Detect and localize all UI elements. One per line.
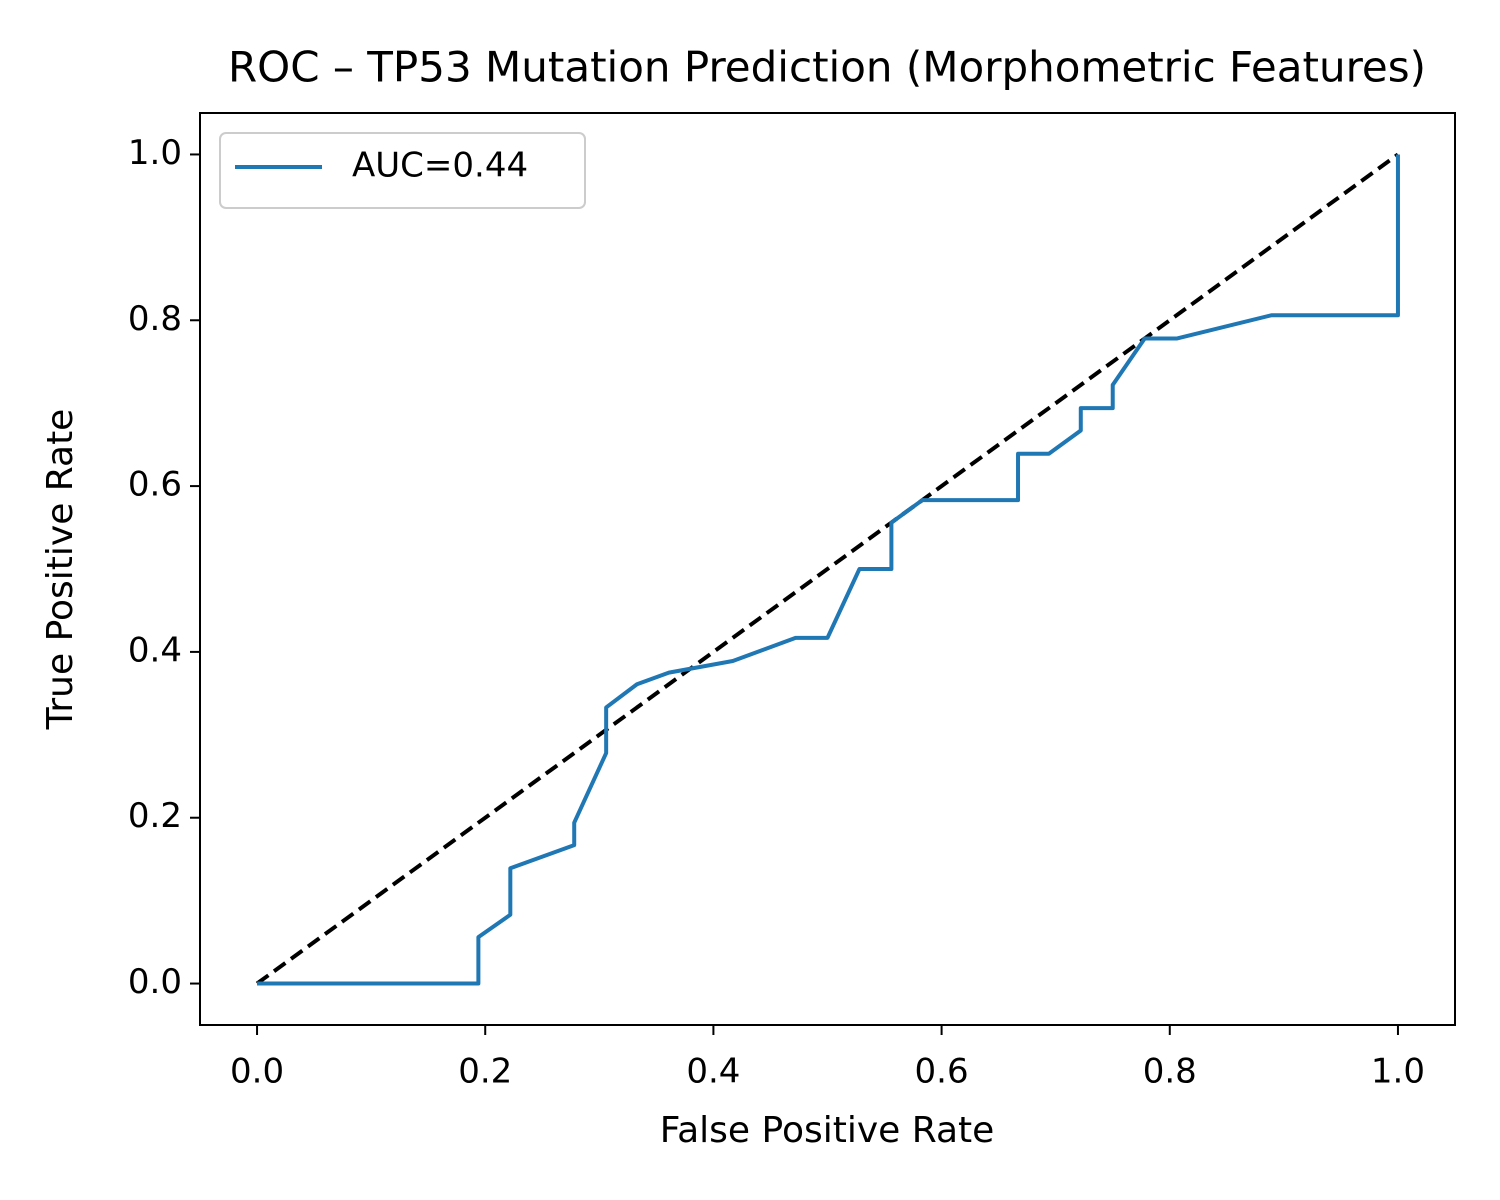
roc-curve [257, 154, 1400, 986]
chart-title: ROC – TP53 Mutation Prediction (Morphome… [228, 43, 1426, 92]
x-tick-label: 0.2 [458, 1052, 512, 1092]
y-tick-label: 0.8 [128, 299, 182, 339]
y-tick-label: 0.4 [128, 630, 182, 670]
y-axis-label: True Positive Rate [40, 409, 81, 731]
y-tick-label: 0.6 [128, 465, 182, 505]
x-tick-label: 0.0 [230, 1052, 284, 1092]
legend-box [219, 132, 586, 209]
x-axis-label: False Positive Rate [660, 1110, 995, 1151]
plot-frame [199, 112, 1456, 1026]
y-tick-label: 1.0 [128, 133, 182, 173]
reference-line [255, 152, 1400, 986]
y-tick-label: 0.2 [128, 796, 182, 836]
y-tick-label: 0.0 [128, 962, 182, 1002]
x-tick-label: 0.6 [915, 1052, 969, 1092]
x-tick-label: 0.4 [686, 1052, 740, 1092]
legend-label: AUC=0.44 [352, 146, 528, 186]
x-tick-label: 1.0 [1371, 1052, 1425, 1092]
x-tick-label: 0.8 [1143, 1052, 1197, 1092]
